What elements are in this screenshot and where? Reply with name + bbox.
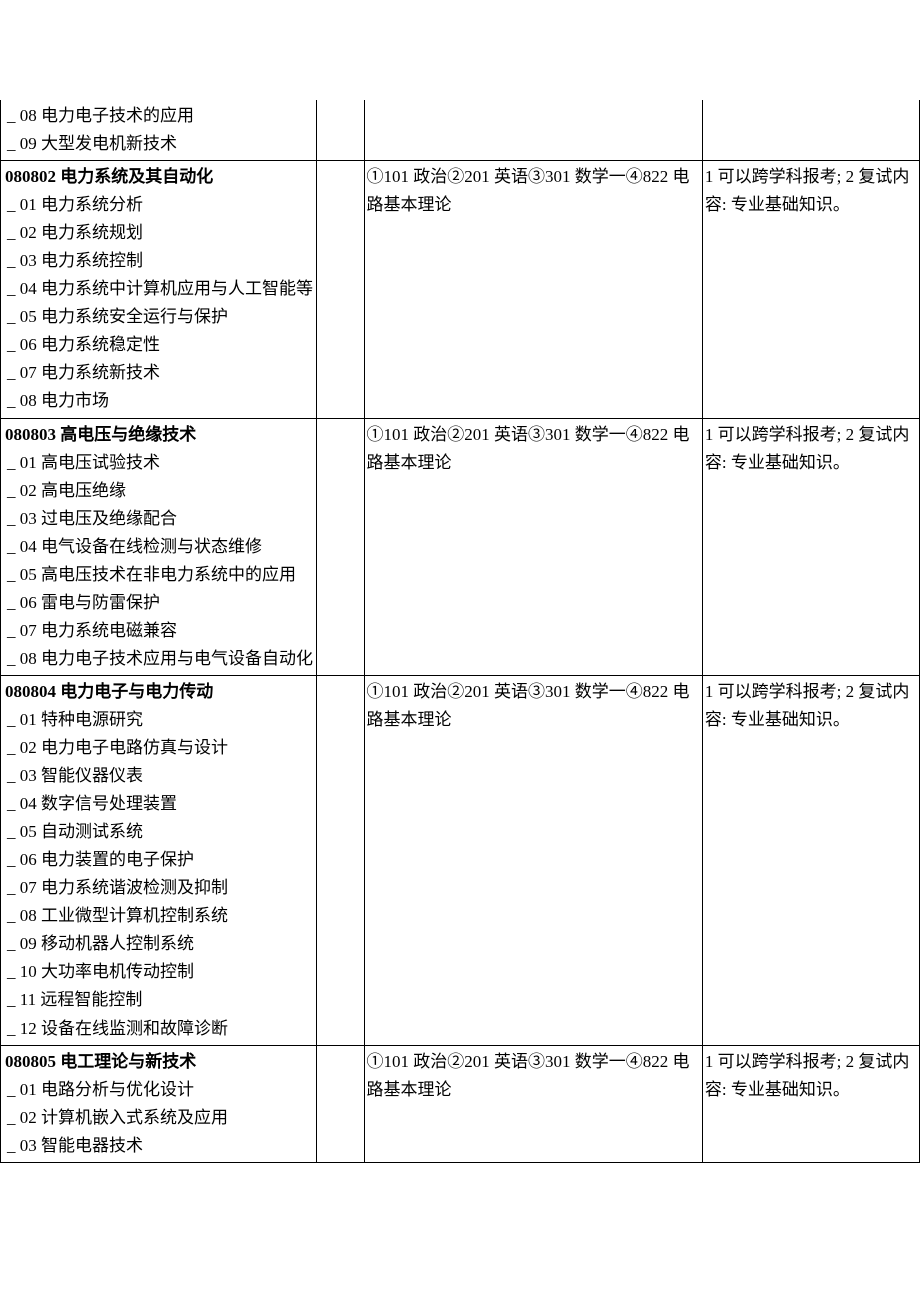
major-subitem: _ 05 高电压技术在非电力系统中的应用: [7, 561, 314, 589]
table-row: 080802 电力系统及其自动化_ 01 电力系统分析_ 02 电力系统规划_ …: [1, 161, 920, 418]
major-subitem: _ 09 大型发电机新技术: [7, 130, 314, 158]
exam-subjects-text: ①101 政治②201 英语③301 数学一④822 电路基本理论: [367, 163, 700, 219]
remarks-cell: 1 可以跨学科报考; 2 复试内容: 专业基础知识。: [702, 675, 919, 1045]
blank-cell: [316, 418, 364, 675]
table-row: 080805 电工理论与新技术_ 01 电路分析与优化设计_ 02 计算机嵌入式…: [1, 1045, 920, 1162]
major-subitem: _ 03 智能电器技术: [7, 1132, 314, 1160]
major-subitem: _ 11 远程智能控制: [7, 986, 314, 1014]
blank-cell: [316, 100, 364, 161]
major-subitem: _ 04 数字信号处理装置: [7, 790, 314, 818]
major-subitem: _ 09 移动机器人控制系统: [7, 930, 314, 958]
major-cell: 080805 电工理论与新技术_ 01 电路分析与优化设计_ 02 计算机嵌入式…: [1, 1045, 317, 1162]
blank-cell: [316, 675, 364, 1045]
major-subitem: _ 05 电力系统安全运行与保护: [7, 303, 314, 331]
major-cell: _ 08 电力电子技术的应用_ 09 大型发电机新技术: [1, 100, 317, 161]
remarks-text: 1 可以跨学科报考; 2 复试内容: 专业基础知识。: [705, 678, 917, 734]
remarks-cell: 1 可以跨学科报考; 2 复试内容: 专业基础知识。: [702, 418, 919, 675]
blank-cell: [316, 1045, 364, 1162]
major-subitem: _ 02 电力系统规划: [7, 219, 314, 247]
major-subitem: _ 08 电力电子技术的应用: [7, 102, 314, 130]
major-header: 080805 电工理论与新技术: [5, 1048, 314, 1076]
major-subitem: _ 04 电力系统中计算机应用与人工智能等: [7, 275, 314, 303]
remarks-text: 1 可以跨学科报考; 2 复试内容: 专业基础知识。: [705, 421, 917, 477]
table-row: 080804 电力电子与电力传动_ 01 特种电源研究_ 02 电力电子电路仿真…: [1, 675, 920, 1045]
exam-subjects-text: ①101 政治②201 英语③301 数学一④822 电路基本理论: [367, 1048, 700, 1104]
major-cell: 080802 电力系统及其自动化_ 01 电力系统分析_ 02 电力系统规划_ …: [1, 161, 317, 418]
major-subitem: _ 01 高电压试验技术: [7, 449, 314, 477]
major-subitem: _ 05 自动测试系统: [7, 818, 314, 846]
catalog-table: _ 08 电力电子技术的应用_ 09 大型发电机新技术080802 电力系统及其…: [0, 100, 920, 1163]
major-subitem: _ 08 工业微型计算机控制系统: [7, 902, 314, 930]
major-subitem: _ 08 电力电子技术应用与电气设备自动化: [7, 645, 314, 673]
major-subitem: _ 10 大功率电机传动控制: [7, 958, 314, 986]
exam-subjects-cell: ①101 政治②201 英语③301 数学一④822 电路基本理论: [364, 1045, 702, 1162]
document-page: _ 08 电力电子技术的应用_ 09 大型发电机新技术080802 电力系统及其…: [0, 0, 920, 1223]
major-subitem: _ 02 电力电子电路仿真与设计: [7, 734, 314, 762]
exam-subjects-cell: ①101 政治②201 英语③301 数学一④822 电路基本理论: [364, 418, 702, 675]
remarks-text: 1 可以跨学科报考; 2 复试内容: 专业基础知识。: [705, 163, 917, 219]
major-cell: 080803 高电压与绝缘技术_ 01 高电压试验技术_ 02 高电压绝缘_ 0…: [1, 418, 317, 675]
table-row: 080803 高电压与绝缘技术_ 01 高电压试验技术_ 02 高电压绝缘_ 0…: [1, 418, 920, 675]
major-subitem: _ 12 设备在线监测和故障诊断: [7, 1015, 314, 1043]
major-subitem: _ 06 雷电与防雷保护: [7, 589, 314, 617]
remarks-cell: 1 可以跨学科报考; 2 复试内容: 专业基础知识。: [702, 1045, 919, 1162]
major-subitem: _ 03 过电压及绝缘配合: [7, 505, 314, 533]
major-subitem: _ 06 电力系统稳定性: [7, 331, 314, 359]
major-subitem: _ 01 特种电源研究: [7, 706, 314, 734]
blank-cell: [316, 161, 364, 418]
remarks-cell: 1 可以跨学科报考; 2 复试内容: 专业基础知识。: [702, 161, 919, 418]
major-subitem: _ 01 电路分析与优化设计: [7, 1076, 314, 1104]
major-subitem: _ 07 电力系统新技术: [7, 359, 314, 387]
exam-subjects-text: ①101 政治②201 英语③301 数学一④822 电路基本理论: [367, 678, 700, 734]
exam-subjects-cell: ①101 政治②201 英语③301 数学一④822 电路基本理论: [364, 161, 702, 418]
major-subitem: _ 02 高电压绝缘: [7, 477, 314, 505]
major-subitem: _ 03 电力系统控制: [7, 247, 314, 275]
remarks-cell: [702, 100, 919, 161]
table-body: _ 08 电力电子技术的应用_ 09 大型发电机新技术080802 电力系统及其…: [1, 100, 920, 1162]
major-header: 080804 电力电子与电力传动: [5, 678, 314, 706]
remarks-text: 1 可以跨学科报考; 2 复试内容: 专业基础知识。: [705, 1048, 917, 1104]
major-subitem: _ 07 电力系统电磁兼容: [7, 617, 314, 645]
table-row: _ 08 电力电子技术的应用_ 09 大型发电机新技术: [1, 100, 920, 161]
major-subitem: _ 02 计算机嵌入式系统及应用: [7, 1104, 314, 1132]
major-subitem: _ 06 电力装置的电子保护: [7, 846, 314, 874]
major-subitem: _ 01 电力系统分析: [7, 191, 314, 219]
exam-subjects-cell: [364, 100, 702, 161]
major-subitem: _ 03 智能仪器仪表: [7, 762, 314, 790]
exam-subjects-cell: ①101 政治②201 英语③301 数学一④822 电路基本理论: [364, 675, 702, 1045]
major-subitem: _ 04 电气设备在线检测与状态维修: [7, 533, 314, 561]
exam-subjects-text: ①101 政治②201 英语③301 数学一④822 电路基本理论: [367, 421, 700, 477]
major-subitem: _ 07 电力系统谐波检测及抑制: [7, 874, 314, 902]
major-subitem: _ 08 电力市场: [7, 387, 314, 415]
major-cell: 080804 电力电子与电力传动_ 01 特种电源研究_ 02 电力电子电路仿真…: [1, 675, 317, 1045]
major-header: 080802 电力系统及其自动化: [5, 163, 314, 191]
major-header: 080803 高电压与绝缘技术: [5, 421, 314, 449]
